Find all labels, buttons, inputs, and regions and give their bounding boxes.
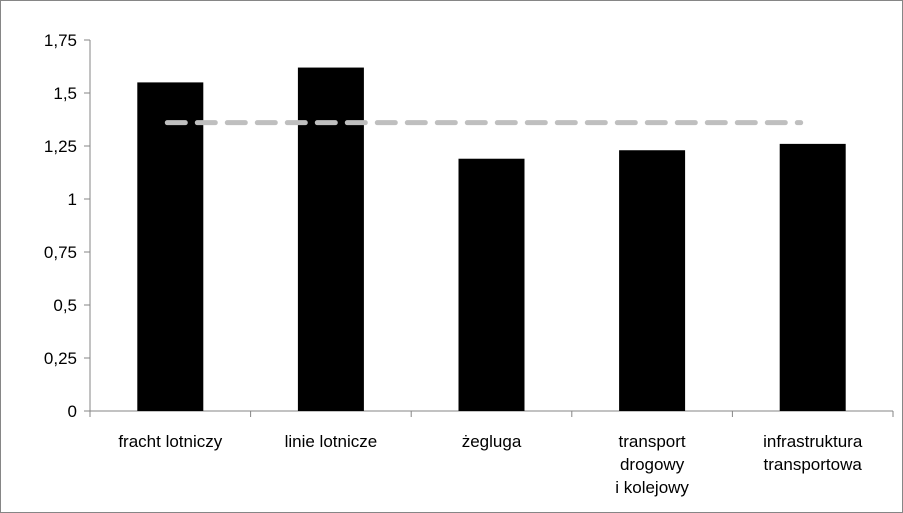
y-tick-label: 0,25 <box>44 349 77 368</box>
y-tick-label: 1,5 <box>53 84 77 103</box>
y-tick-label: 0,75 <box>44 243 77 262</box>
bar <box>297 67 364 411</box>
category-label-line: drogowy <box>620 455 685 474</box>
category-label: linie lotnicze <box>285 432 378 451</box>
bar-series <box>137 67 846 412</box>
category-labels: fracht lotniczy linie lotnicze żegluga tran… <box>118 432 863 497</box>
y-tick-label: 0,5 <box>53 296 77 315</box>
y-tick-label: 0 <box>68 402 77 421</box>
category-label-line: i kolejowy <box>615 478 689 497</box>
category-label-line: fracht lotniczy <box>118 432 222 451</box>
category-label-line: linie lotnicze <box>285 432 378 451</box>
category-label-line: infrastruktura <box>763 432 863 451</box>
category-label-line: transportowa <box>764 455 863 474</box>
category-label: transport drogowy i kolejowy <box>615 432 689 497</box>
y-axis: 0 0,25 0,5 0,75 1 1,25 1,5 1,75 <box>44 31 91 421</box>
bar <box>619 150 686 412</box>
category-label: fracht lotniczy <box>118 432 222 451</box>
bar <box>779 143 846 411</box>
category-label: żegluga <box>462 432 522 451</box>
bar <box>458 158 525 411</box>
category-label-line: żegluga <box>462 432 522 451</box>
bar <box>137 82 204 412</box>
y-tick-label: 1,25 <box>44 137 77 156</box>
y-tick-label: 1 <box>68 190 77 209</box>
category-label: infrastruktura transportowa <box>763 432 863 474</box>
category-label-line: transport <box>619 432 686 451</box>
y-tick-label: 1,75 <box>44 31 77 50</box>
